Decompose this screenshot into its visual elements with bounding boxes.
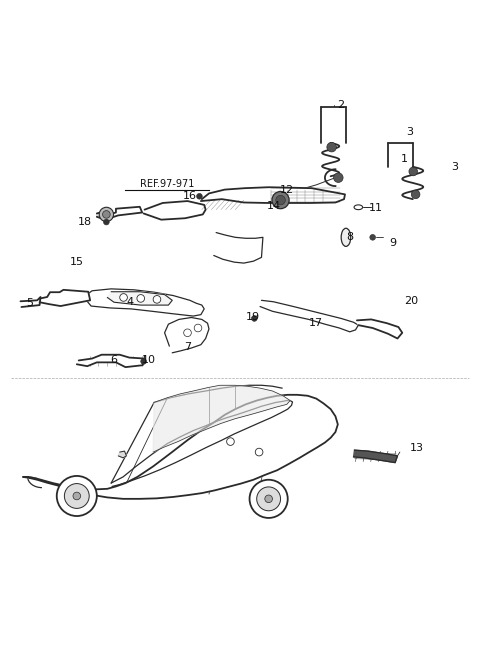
Circle shape <box>265 495 273 502</box>
Text: 7: 7 <box>184 342 191 352</box>
Circle shape <box>99 207 114 222</box>
Text: 13: 13 <box>409 443 423 453</box>
Polygon shape <box>108 292 172 305</box>
Text: 12: 12 <box>280 184 294 195</box>
Text: 6: 6 <box>110 356 117 365</box>
Polygon shape <box>354 450 397 462</box>
Polygon shape <box>165 318 209 353</box>
Circle shape <box>409 167 418 176</box>
Circle shape <box>255 448 263 456</box>
Circle shape <box>194 324 202 332</box>
Text: 8: 8 <box>346 232 353 242</box>
Polygon shape <box>118 451 126 458</box>
Polygon shape <box>214 233 263 263</box>
Text: 11: 11 <box>369 203 383 213</box>
Circle shape <box>250 480 288 518</box>
Text: 5: 5 <box>26 298 34 308</box>
Text: 15: 15 <box>70 257 84 267</box>
Circle shape <box>73 492 81 500</box>
Circle shape <box>137 295 144 302</box>
Circle shape <box>252 316 257 321</box>
Text: 3: 3 <box>451 161 458 172</box>
Circle shape <box>153 296 161 303</box>
Text: 1: 1 <box>401 154 408 164</box>
Text: 19: 19 <box>246 312 261 321</box>
Circle shape <box>64 483 89 508</box>
Text: 14: 14 <box>266 201 280 211</box>
Text: 2: 2 <box>337 100 345 110</box>
Polygon shape <box>23 395 338 499</box>
Polygon shape <box>97 211 107 219</box>
Text: 20: 20 <box>404 297 418 306</box>
Text: 3: 3 <box>406 127 413 137</box>
Circle shape <box>370 234 375 240</box>
Circle shape <box>103 211 110 218</box>
Circle shape <box>272 192 289 209</box>
Polygon shape <box>86 289 204 316</box>
Ellipse shape <box>341 228 351 247</box>
Polygon shape <box>357 319 402 338</box>
Text: 4: 4 <box>127 297 134 307</box>
Polygon shape <box>104 207 142 219</box>
Text: 10: 10 <box>143 356 156 365</box>
Polygon shape <box>21 297 40 307</box>
Text: 16: 16 <box>183 192 197 201</box>
Circle shape <box>227 438 234 445</box>
Polygon shape <box>260 300 359 332</box>
Circle shape <box>120 294 127 301</box>
Circle shape <box>411 190 420 199</box>
Text: 9: 9 <box>389 238 396 248</box>
Circle shape <box>104 219 109 225</box>
Circle shape <box>141 359 146 364</box>
Polygon shape <box>153 385 290 452</box>
Text: 18: 18 <box>78 217 92 227</box>
Text: REF.97-971: REF.97-971 <box>140 179 195 189</box>
Polygon shape <box>201 187 345 203</box>
Circle shape <box>334 173 343 182</box>
Circle shape <box>57 476 97 516</box>
Circle shape <box>276 195 285 205</box>
Polygon shape <box>144 201 205 220</box>
Polygon shape <box>39 290 90 306</box>
Circle shape <box>327 142 336 152</box>
Circle shape <box>257 487 281 511</box>
Circle shape <box>184 329 192 337</box>
Polygon shape <box>77 355 144 367</box>
Circle shape <box>197 194 202 199</box>
Text: 17: 17 <box>309 318 324 328</box>
